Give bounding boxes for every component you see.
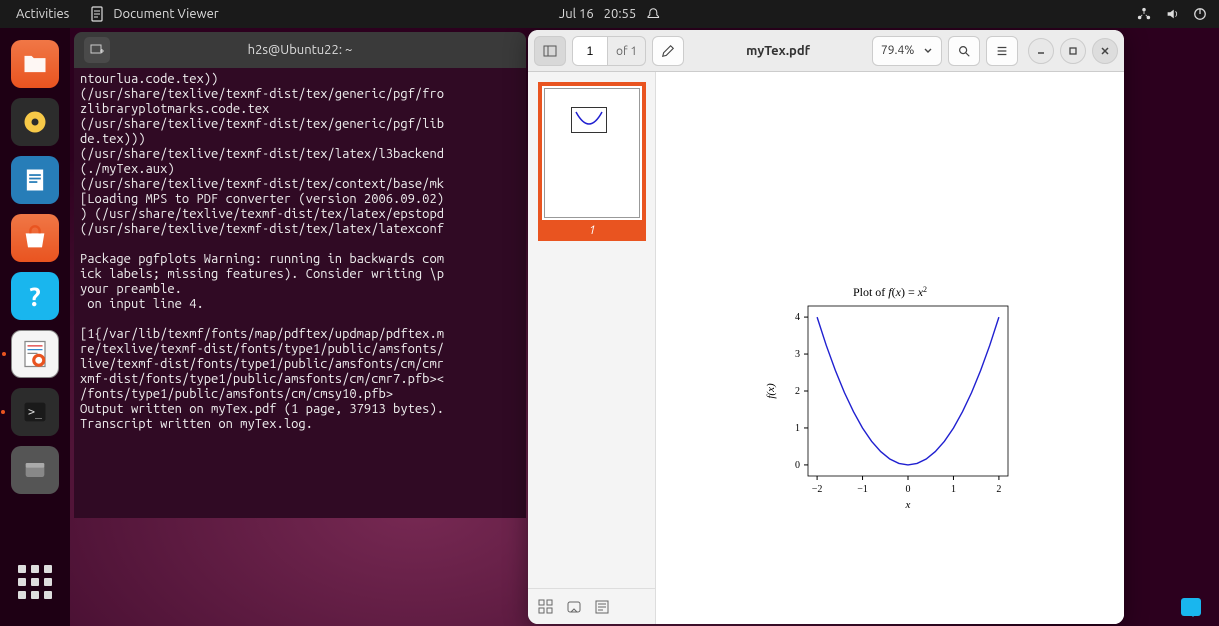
- network-icon: [1137, 7, 1151, 21]
- app-name-label: Document Viewer: [113, 7, 218, 21]
- maximize-button[interactable]: [1060, 38, 1086, 64]
- sidebar-view-switcher: [528, 588, 655, 624]
- terminal-window: h2s@Ubuntu22: ~ ntourlua.code.tex)) (/us…: [74, 32, 526, 518]
- thumbnail-sidebar: 1: [528, 72, 656, 624]
- dock-show-apps[interactable]: [11, 558, 59, 606]
- pencil-icon: [661, 44, 675, 58]
- annotations-view-icon[interactable]: [594, 599, 610, 615]
- svg-text:−1: −1: [857, 484, 868, 495]
- page-total-label: of 1: [607, 37, 645, 65]
- sidebar-icon: [542, 43, 558, 59]
- dock-help[interactable]: ?: [11, 272, 59, 320]
- time-label: 20:55: [604, 7, 637, 21]
- document-viewer-toolbar: of 1 myTex.pdf 79.4%: [528, 30, 1124, 72]
- pdf-viewport[interactable]: Plot of f(x) = x2 −2 −1 0 1 2 0 1 2 3 4 x f(x): [656, 72, 1124, 624]
- search-icon: [957, 44, 971, 58]
- volume-icon: [1165, 7, 1179, 21]
- top-bar: Activities Document Viewer Jul 16 20:55: [0, 0, 1219, 28]
- terminal-title: h2s@Ubuntu22: ~: [248, 43, 353, 57]
- document-icon: [89, 6, 105, 22]
- terminal-output[interactable]: ntourlua.code.tex)) (/usr/share/texlive/…: [74, 68, 526, 436]
- svg-text:2: 2: [795, 386, 800, 397]
- dock-document-viewer[interactable]: [11, 330, 59, 378]
- svg-text:1: 1: [951, 484, 956, 495]
- menu-icon: [995, 44, 1009, 58]
- svg-text:>_: >_: [28, 405, 43, 419]
- svg-text:x: x: [905, 499, 911, 511]
- svg-text:1: 1: [795, 423, 800, 434]
- notification-bell-icon: [646, 7, 660, 21]
- dock-libreoffice-writer[interactable]: [11, 156, 59, 204]
- activities-button[interactable]: Activities: [16, 7, 69, 21]
- annotate-button[interactable]: [652, 36, 684, 66]
- outline-view-icon[interactable]: [566, 599, 582, 615]
- dock-files[interactable]: [11, 40, 59, 88]
- minimize-icon: [1036, 46, 1046, 56]
- chart-plot: Plot of f(x) = x2 −2 −1 0 1 2 0 1 2 3 4 x f(x): [760, 282, 1020, 516]
- sidebar-toggle-button[interactable]: [534, 36, 566, 66]
- date-label: Jul 16: [559, 7, 594, 21]
- close-icon: [1100, 46, 1110, 56]
- document-viewer-window: of 1 myTex.pdf 79.4%: [528, 30, 1124, 624]
- thumbnail-preview: [544, 88, 640, 218]
- page-number-input[interactable]: [573, 37, 607, 65]
- close-button[interactable]: [1092, 38, 1118, 64]
- zoom-value: 79.4%: [881, 44, 914, 57]
- chevron-down-icon: [923, 46, 933, 56]
- terminal-new-tab-button[interactable]: [84, 37, 110, 63]
- new-tab-icon: [89, 42, 105, 58]
- svg-text:Plot of f(x) = x2: Plot of f(x) = x2: [853, 285, 927, 299]
- page-thumbnail[interactable]: [538, 82, 646, 224]
- svg-text:0: 0: [795, 460, 800, 471]
- system-tray[interactable]: [1137, 7, 1207, 21]
- thumbnail-page-number: 1: [538, 220, 646, 241]
- pdf-page: Plot of f(x) = x2 −2 −1 0 1 2 0 1 2 3 4 x f(x): [656, 72, 1124, 624]
- dock: ? >_: [0, 28, 70, 626]
- dock-ubuntu-software[interactable]: [11, 214, 59, 262]
- svg-text:0: 0: [906, 484, 911, 495]
- document-title: myTex.pdf: [690, 44, 866, 58]
- terminal-titlebar[interactable]: h2s@Ubuntu22: ~: [74, 32, 526, 68]
- svg-text:−2: −2: [812, 484, 823, 495]
- svg-text:f(x): f(x): [765, 383, 777, 399]
- svg-text:4: 4: [795, 312, 800, 323]
- power-icon: [1193, 7, 1207, 21]
- dock-terminal[interactable]: >_: [11, 388, 59, 436]
- clock-area[interactable]: Jul 16 20:55: [559, 7, 660, 21]
- minimize-button[interactable]: [1028, 38, 1054, 64]
- thumbnails-view-icon[interactable]: [538, 599, 554, 615]
- search-button[interactable]: [948, 36, 980, 66]
- maximize-icon: [1068, 46, 1078, 56]
- hamburger-menu-button[interactable]: [986, 36, 1018, 66]
- svg-text:3: 3: [795, 349, 800, 360]
- dock-removable-drive[interactable]: [11, 446, 59, 494]
- chat-notification-icon[interactable]: [1181, 598, 1201, 616]
- current-app-menu[interactable]: Document Viewer: [89, 6, 218, 22]
- zoom-selector[interactable]: 79.4%: [872, 36, 942, 66]
- dock-rhythmbox[interactable]: [11, 98, 59, 146]
- svg-text:2: 2: [996, 484, 1001, 495]
